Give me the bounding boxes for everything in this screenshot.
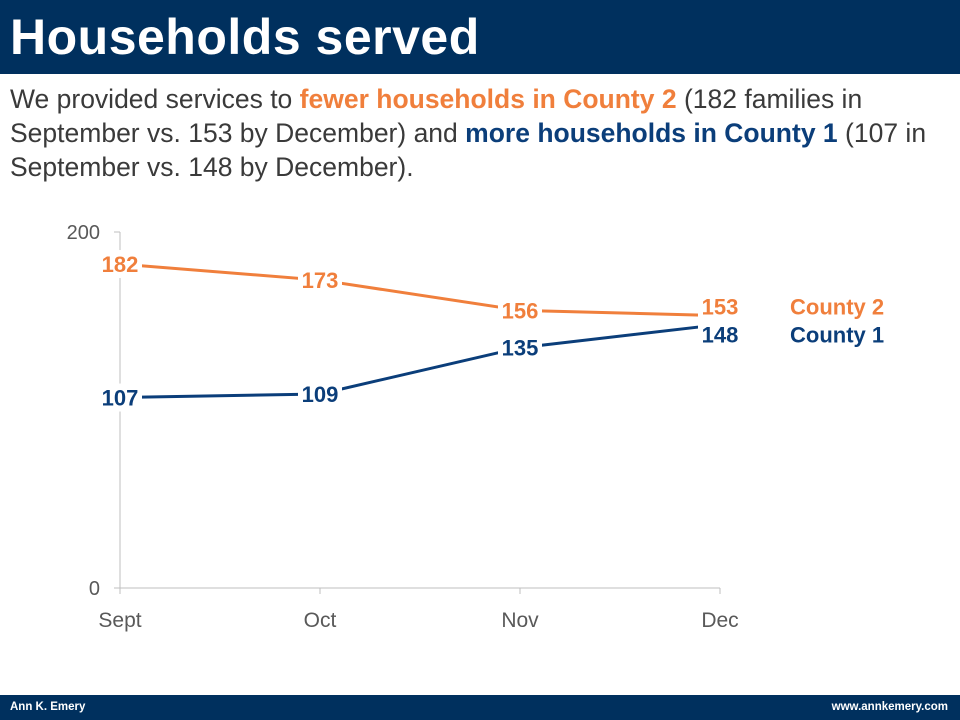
subtitle-part-1: We provided services to xyxy=(10,84,300,114)
data-label: 109 xyxy=(302,382,339,407)
title-banner: Households served xyxy=(0,0,960,74)
x-tick-label: Dec xyxy=(701,609,738,632)
legend-label-county-1: County 1 xyxy=(790,323,884,348)
data-label: 173 xyxy=(302,268,339,293)
footer-website[interactable]: www.annkemery.com xyxy=(831,701,948,713)
footer-bar: Ann K. Emery www.annkemery.com xyxy=(0,695,960,720)
series-line-county-2 xyxy=(119,262,721,318)
line-chart: 0 200 Sept Oct Nov Dec 182 173 156 153 County 2 107… xyxy=(67,222,885,632)
footer-author: Ann K. Emery xyxy=(10,701,86,713)
data-label-backing xyxy=(498,296,542,325)
data-label: 107 xyxy=(102,386,139,411)
data-label: 135 xyxy=(502,336,539,361)
data-label: 148 xyxy=(702,323,739,348)
data-label-backing xyxy=(298,266,342,295)
x-tick-label: Nov xyxy=(501,609,539,632)
data-label-backing xyxy=(98,383,142,412)
subtitle-highlight-county-1: more households in County 1 xyxy=(465,118,838,148)
subtitle-part-3: (107 in September vs. 148 by December). xyxy=(10,118,927,182)
y-tick-label: 200 xyxy=(67,222,100,244)
y-tick-label: 0 xyxy=(89,578,100,600)
series-line-county-1 xyxy=(119,323,721,400)
subtitle-part-2: (182 families in September vs. 153 by De… xyxy=(10,84,863,148)
subtitle-highlight-county-2: fewer households in County 2 xyxy=(299,84,677,114)
x-tick-label: Oct xyxy=(304,609,337,632)
x-tick-label: Sept xyxy=(98,609,141,632)
data-label: 182 xyxy=(102,252,139,277)
data-label-backing xyxy=(498,333,542,362)
data-label: 153 xyxy=(702,295,739,320)
page-title: Households served xyxy=(10,9,480,65)
legend-label-county-2: County 2 xyxy=(790,295,884,320)
data-label: 156 xyxy=(502,298,539,323)
data-label-backing xyxy=(698,292,742,321)
data-label-backing xyxy=(698,320,742,349)
subtitle-text: We provided services to fewer households… xyxy=(10,82,940,184)
data-label-backing xyxy=(98,250,142,279)
data-label-backing xyxy=(298,379,342,408)
